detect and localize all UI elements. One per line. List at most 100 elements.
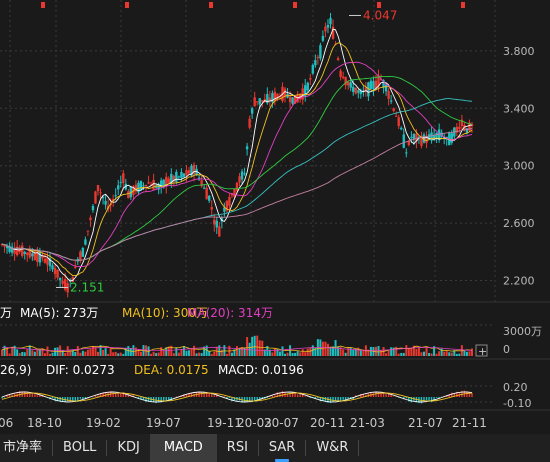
tab-kdj[interactable]: KDJ xyxy=(117,440,140,455)
volume-bar xyxy=(210,353,213,356)
volume-legend-ma20: MA(20): 314万 xyxy=(187,306,273,320)
candle-body xyxy=(243,173,246,175)
candle-body xyxy=(111,199,115,201)
volume-bar xyxy=(91,346,94,356)
expand-icon: + xyxy=(478,345,487,358)
candle-body xyxy=(306,82,309,91)
x-axis-date-label: 06 xyxy=(0,416,13,430)
volume-bar xyxy=(402,352,405,356)
volume-bar xyxy=(417,347,420,356)
candle-body xyxy=(157,184,160,190)
candle-body xyxy=(36,251,39,262)
ma-cyan-line xyxy=(1,98,473,261)
tab-sar[interactable]: SAR xyxy=(268,440,296,455)
candle-body xyxy=(167,178,170,183)
candle-body xyxy=(3,245,6,247)
volume-bar xyxy=(195,353,198,356)
tab-rsi[interactable]: RSI xyxy=(226,440,248,455)
x-axis-date-label: 20-11 xyxy=(310,416,345,430)
volume-bar xyxy=(155,353,158,356)
expand-panel-button[interactable] xyxy=(475,344,488,357)
candle-body xyxy=(377,75,380,87)
candle-body xyxy=(96,185,100,192)
candle-body xyxy=(382,80,385,88)
tab-pb-ratio[interactable]: 市净率 xyxy=(3,440,43,455)
candle-body xyxy=(41,254,44,259)
candle-body xyxy=(422,134,426,143)
candle-body xyxy=(407,141,411,146)
tab-separator xyxy=(358,440,360,456)
volume-bar xyxy=(185,350,188,356)
volume-bar xyxy=(170,345,173,356)
volume-bar xyxy=(354,348,357,356)
candle-body xyxy=(23,251,26,254)
candle-body xyxy=(205,187,208,200)
volume-bar xyxy=(359,349,362,356)
volume-ma20-line xyxy=(1,347,473,351)
tab-boll[interactable]: BOLL xyxy=(63,440,97,455)
volume-bar xyxy=(41,348,44,356)
volume-bar xyxy=(165,347,168,356)
candle-body xyxy=(147,182,150,184)
volume-bar xyxy=(152,351,155,356)
candle-body xyxy=(354,87,357,94)
volume-bar xyxy=(137,349,140,356)
volume-bar xyxy=(31,350,34,356)
candle-body xyxy=(152,179,155,190)
volume-bar xyxy=(182,345,185,356)
volume-legend-ma10: MA(10): 300万 xyxy=(122,306,208,320)
chart-area[interactable]: 3.800 3.400 3.000 2.600 2.200 4.047 2.151 万 MA(5… xyxy=(0,0,550,434)
candle-body xyxy=(15,246,19,256)
low-marker-label: 2.151 xyxy=(70,281,104,295)
volume-bar xyxy=(64,353,67,356)
candle-body xyxy=(91,205,95,211)
volume-bar xyxy=(21,351,24,356)
tab-macd[interactable]: MACD xyxy=(149,434,217,462)
candle-body xyxy=(402,134,405,148)
candle-body xyxy=(99,192,102,194)
candle-body xyxy=(389,100,393,102)
candle-body xyxy=(104,200,107,205)
volume-bar xyxy=(38,349,41,356)
candle-body xyxy=(144,184,148,187)
volume-bar xyxy=(187,350,190,356)
candle-body xyxy=(427,134,431,140)
candle-body xyxy=(71,276,74,282)
candle-body xyxy=(162,179,165,188)
candle-body xyxy=(291,97,294,104)
top-event-marker xyxy=(377,2,381,8)
volume-bar xyxy=(205,345,208,356)
tab-wr[interactable]: W&R xyxy=(316,440,349,455)
price-tick-label: 2.200 xyxy=(503,274,535,287)
candle-body xyxy=(392,108,395,111)
volume-bar xyxy=(425,347,428,356)
candle-body xyxy=(379,79,383,81)
x-axis-date-label: 21-03 xyxy=(350,416,385,430)
volume-bar xyxy=(296,351,299,356)
volume-bar xyxy=(43,353,46,356)
x-axis-date-label: 21-11 xyxy=(452,416,487,430)
volume-bar xyxy=(352,349,355,356)
candle-body xyxy=(415,133,418,142)
candle-body xyxy=(372,81,375,90)
candle-body xyxy=(410,136,413,138)
candle-body xyxy=(319,45,322,59)
high-marker-label: 4.047 xyxy=(363,8,397,22)
candle-body xyxy=(79,251,82,261)
top-event-marker xyxy=(293,2,297,8)
volume-bar xyxy=(357,347,360,356)
volume-bar xyxy=(36,349,39,356)
x-axis-date-label: 19-11 xyxy=(207,416,242,430)
volume-bar xyxy=(433,346,436,356)
candle-body xyxy=(349,82,352,88)
candle-body xyxy=(33,253,37,261)
volume-bar xyxy=(220,349,223,356)
candle-body xyxy=(304,85,307,97)
top-event-marker xyxy=(125,2,129,8)
volume-bar xyxy=(430,353,433,356)
candle-body xyxy=(127,191,130,199)
volume-bar xyxy=(119,352,122,356)
candle-body xyxy=(387,91,390,99)
volume-bar xyxy=(435,353,438,356)
candle-body xyxy=(53,268,57,275)
